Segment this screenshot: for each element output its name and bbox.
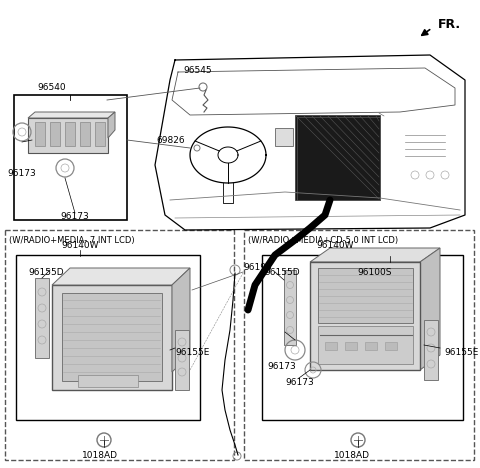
- Bar: [310, 262, 420, 370]
- Text: 96155D: 96155D: [264, 268, 300, 277]
- Text: 96155E: 96155E: [175, 348, 209, 357]
- Text: 96155D: 96155D: [28, 268, 64, 277]
- Bar: [385, 342, 397, 350]
- Bar: [318, 268, 413, 323]
- Text: FR.: FR.: [438, 18, 461, 31]
- Bar: [275, 128, 293, 146]
- Text: 96100S: 96100S: [358, 268, 392, 277]
- Bar: [80, 122, 90, 146]
- Text: 96545: 96545: [184, 66, 212, 75]
- Text: 96173: 96173: [60, 212, 89, 221]
- Bar: [424, 320, 438, 380]
- Polygon shape: [420, 248, 440, 370]
- Bar: [52, 285, 172, 390]
- Bar: [5, 230, 234, 460]
- Polygon shape: [108, 112, 115, 138]
- Polygon shape: [52, 268, 190, 285]
- Polygon shape: [172, 268, 190, 372]
- Bar: [16, 255, 200, 420]
- Bar: [62, 293, 162, 381]
- Bar: [35, 278, 49, 358]
- Bar: [345, 342, 357, 350]
- Text: 69826: 69826: [156, 136, 185, 145]
- Bar: [244, 230, 474, 460]
- Bar: [284, 270, 296, 345]
- Polygon shape: [310, 248, 440, 262]
- Text: 96173: 96173: [8, 169, 36, 178]
- Bar: [318, 326, 413, 364]
- Bar: [95, 122, 105, 146]
- Bar: [325, 342, 337, 350]
- Bar: [35, 122, 45, 146]
- Bar: [262, 255, 463, 420]
- Bar: [297, 117, 380, 200]
- Text: 96155E: 96155E: [444, 348, 479, 357]
- Bar: [78, 375, 138, 387]
- Text: 96173: 96173: [285, 378, 314, 387]
- Text: (W/RADIO+MEDIA+CD-5.0 INT LCD): (W/RADIO+MEDIA+CD-5.0 INT LCD): [248, 236, 398, 245]
- Text: (W/RADIO+MEDIA- 7 INT LCD): (W/RADIO+MEDIA- 7 INT LCD): [9, 236, 134, 245]
- Text: 96140W: 96140W: [316, 241, 354, 250]
- Bar: [295, 115, 380, 200]
- Text: 96540: 96540: [38, 83, 66, 92]
- Polygon shape: [28, 112, 115, 118]
- Bar: [365, 342, 377, 350]
- FancyBboxPatch shape: [28, 118, 108, 153]
- Bar: [50, 122, 60, 146]
- Text: 1018AD: 1018AD: [82, 451, 118, 460]
- Bar: [14, 95, 127, 220]
- Bar: [65, 122, 75, 146]
- Text: 96198: 96198: [243, 263, 272, 272]
- Text: 96173: 96173: [267, 362, 296, 371]
- Bar: [175, 330, 189, 390]
- Text: 96140W: 96140W: [61, 241, 99, 250]
- Text: 1018AD: 1018AD: [334, 451, 370, 460]
